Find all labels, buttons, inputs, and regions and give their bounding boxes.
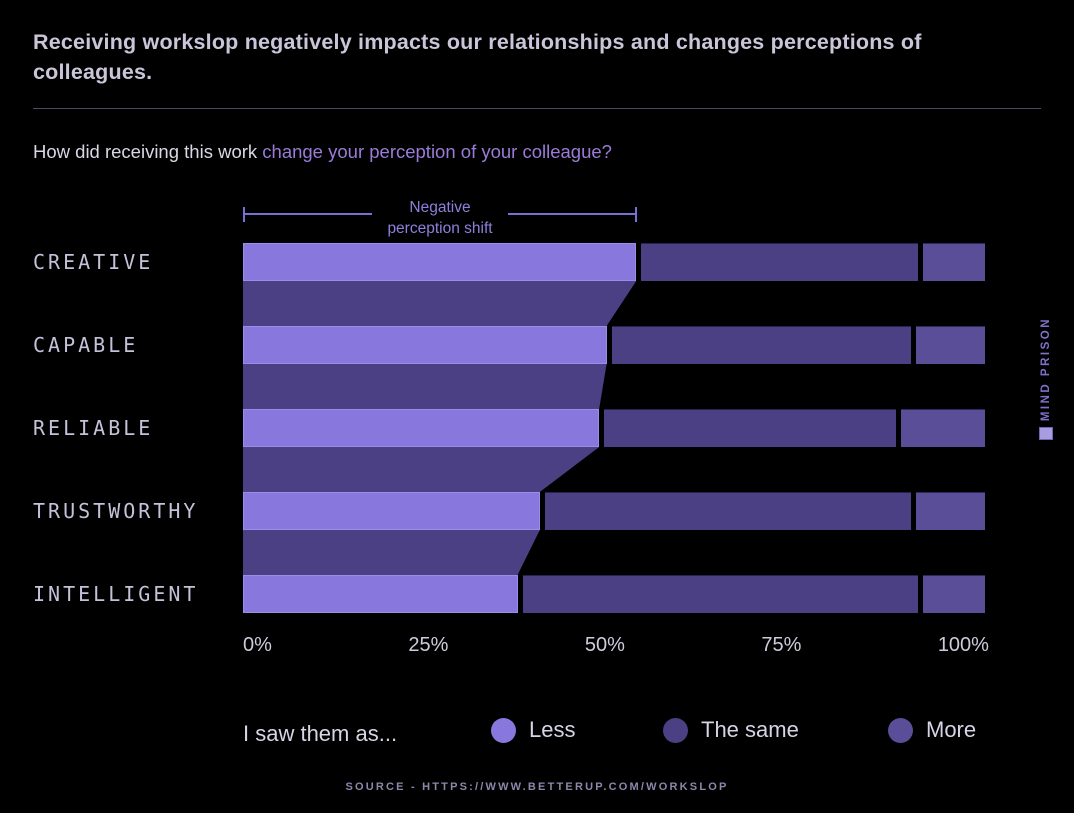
flow-connector bbox=[243, 281, 637, 326]
x-tick-50: 50% bbox=[584, 634, 625, 656]
segment-more bbox=[923, 243, 985, 281]
category-label-creative: CREATIVE bbox=[33, 250, 154, 274]
segment-the-same bbox=[611, 326, 911, 364]
x-tick-75: 75% bbox=[761, 634, 802, 656]
segment-less bbox=[243, 326, 607, 364]
segment-more bbox=[915, 326, 985, 364]
segment-the-same bbox=[641, 243, 919, 281]
x-tick-0: 0% bbox=[243, 634, 272, 656]
segment-less bbox=[243, 575, 518, 613]
category-label-intelligent: INTELLIGENT bbox=[33, 582, 199, 606]
segment-the-same bbox=[604, 409, 896, 447]
bracket-right-tick bbox=[635, 207, 637, 222]
segment-less bbox=[243, 243, 637, 281]
segment-the-same bbox=[522, 575, 919, 613]
bar-row-intelligent bbox=[243, 575, 985, 613]
flow-connector bbox=[243, 364, 607, 409]
bar-row-reliable bbox=[243, 409, 985, 447]
legend-label: The same bbox=[701, 717, 799, 742]
category-label-reliable: RELIABLE bbox=[33, 416, 154, 440]
bar-row-creative bbox=[243, 243, 985, 281]
legend-item-less: Less bbox=[491, 717, 575, 743]
watermark-mind-prison: MIND PRISON bbox=[1033, 317, 1059, 441]
x-tick-100: 100% bbox=[937, 634, 989, 656]
segment-the-same bbox=[544, 492, 911, 530]
bracket-label-line1: Negative bbox=[409, 199, 471, 216]
category-label-capable: CAPABLE bbox=[33, 333, 139, 357]
legend-item-more: More bbox=[888, 717, 976, 743]
segment-more bbox=[900, 409, 985, 447]
x-axis: 0% 25% 50% 75% 100% bbox=[243, 634, 989, 657]
segment-less bbox=[243, 492, 540, 530]
segment-less bbox=[243, 409, 600, 447]
legend-label: More bbox=[926, 717, 977, 742]
question-highlight: change your perception of your colleague… bbox=[262, 141, 612, 162]
category-label-trustworthy: TRUSTWORTHY bbox=[33, 499, 199, 523]
legend-prompt: I saw them as... bbox=[243, 721, 398, 746]
bar-chart-plot bbox=[243, 243, 985, 614]
bracket-left-line bbox=[244, 213, 372, 215]
legend-dot-icon bbox=[663, 717, 688, 743]
source-line: SOURCE - HTTPS://WWW.BETTERUP.COM/WORKSL… bbox=[345, 781, 729, 793]
legend-item-the-same: The same bbox=[663, 717, 799, 743]
divider-line bbox=[33, 108, 1041, 109]
flow-connector bbox=[243, 447, 600, 492]
legend: I saw them as... Less The same More bbox=[243, 717, 990, 751]
segment-more bbox=[923, 575, 985, 613]
question-prefix: How did receiving this work bbox=[33, 141, 263, 162]
flow-connector bbox=[243, 530, 540, 575]
x-tick-25: 25% bbox=[408, 634, 449, 656]
bracket-label: Negative perception shift bbox=[340, 197, 540, 239]
watermark-label: MIND PRISON bbox=[1040, 317, 1052, 422]
page-title: Receiving workslop negatively impacts ou… bbox=[33, 30, 922, 84]
legend-label: Less bbox=[529, 717, 576, 742]
legend-dot-icon bbox=[491, 717, 516, 743]
watermark-square-icon bbox=[1039, 427, 1053, 441]
bar-row-trustworthy bbox=[243, 492, 985, 530]
bracket-label-line2: perception shift bbox=[387, 220, 493, 237]
negative-shift-bracket: Negative perception shift bbox=[243, 199, 637, 237]
segment-more bbox=[915, 492, 985, 530]
bracket-right-line bbox=[508, 213, 636, 215]
legend-dot-icon bbox=[888, 717, 913, 743]
survey-question: How did receiving this work change your … bbox=[33, 141, 612, 163]
bar-row-capable bbox=[243, 326, 985, 364]
